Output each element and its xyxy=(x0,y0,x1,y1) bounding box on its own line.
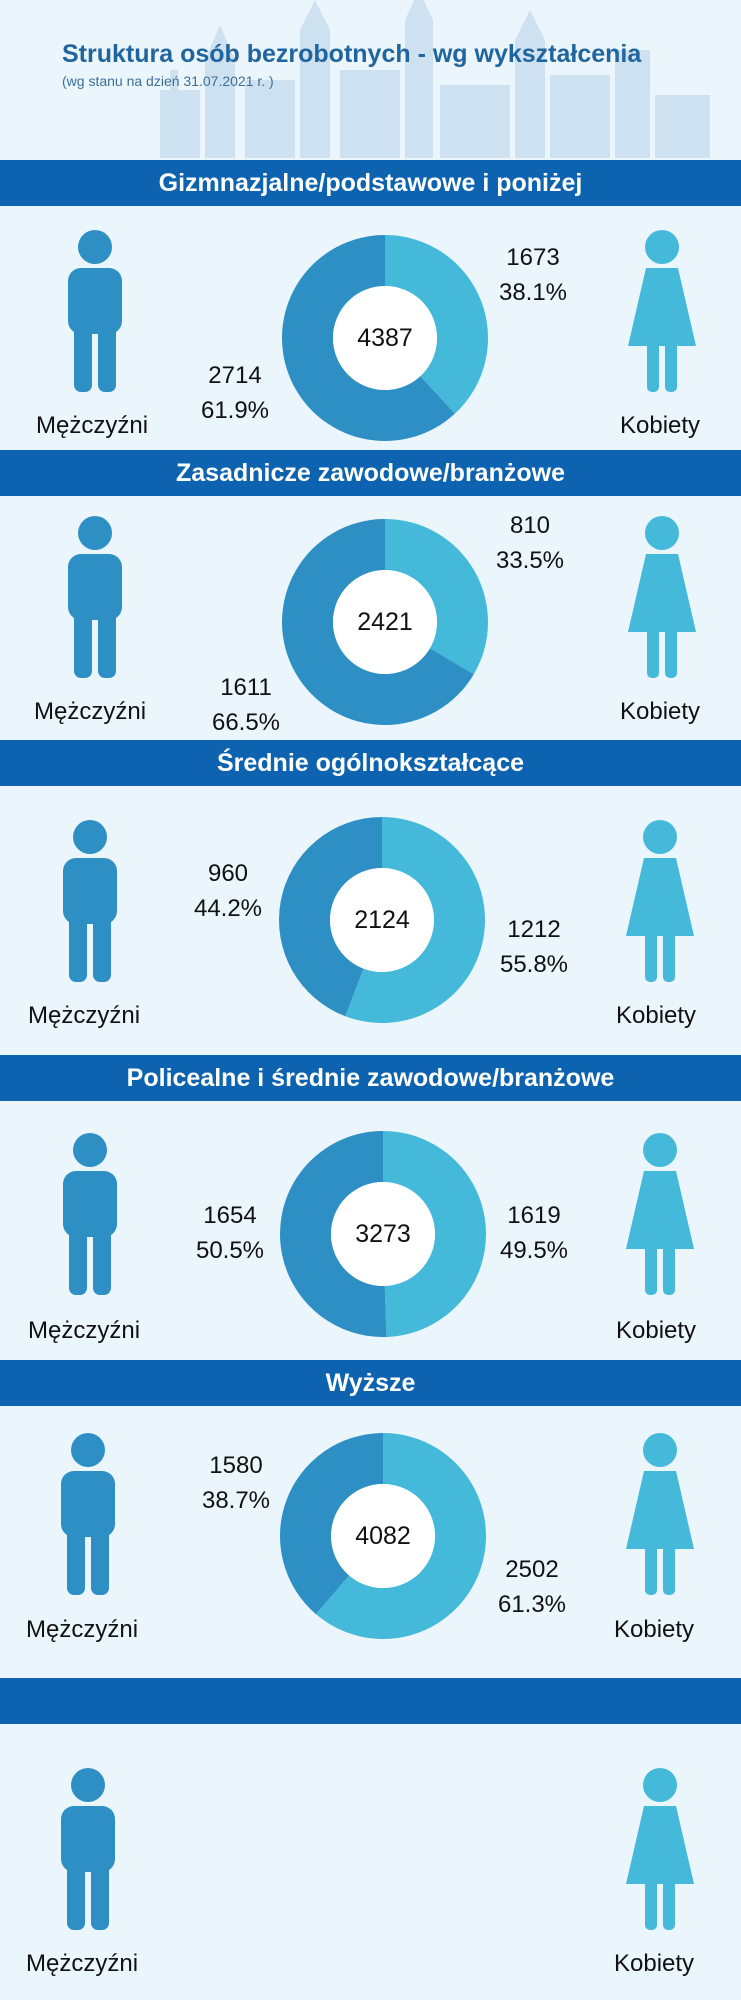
man-icon xyxy=(53,1768,123,1930)
men-stat: 960 44.2% xyxy=(178,856,278,926)
man-icon xyxy=(60,230,130,392)
women-count: 2502 xyxy=(505,1556,559,1583)
man-icon xyxy=(55,1133,125,1295)
men-count: 1611 xyxy=(220,674,272,701)
section-title: Zasadnicze zawodowe/branżowe xyxy=(0,450,741,496)
donut-slice-men xyxy=(280,1131,387,1337)
donut-chart xyxy=(282,235,488,441)
donut-slice-men xyxy=(282,235,455,441)
section-title: Średnie ogólnokształcące xyxy=(0,740,741,786)
men-stat: 1580 38.7% xyxy=(186,1448,286,1518)
donut-slice-men xyxy=(280,1433,383,1615)
men-label: Mężczyźni xyxy=(36,412,149,439)
donut-hole xyxy=(331,1182,435,1286)
section-srednie-ogolnoksztalcace: Średnie ogólnokształcące Mężczyźni Kobie… xyxy=(0,740,741,1060)
donut-hole xyxy=(330,868,434,972)
men-count: 1654 xyxy=(203,1202,257,1229)
city-skyline-decoration xyxy=(160,0,710,158)
donut-slice-women xyxy=(385,235,488,414)
men-count: 2714 xyxy=(208,362,262,389)
section-policealne: Policealne i średnie zawodowe/branżowe M… xyxy=(0,1055,741,1365)
women-label: Kobiety xyxy=(614,1616,695,1643)
section-title: Wyższe xyxy=(0,1360,741,1406)
men-stat: 1654 50.5% xyxy=(180,1198,280,1268)
man-icon xyxy=(53,1433,123,1595)
page-title: Struktura osób bezrobotnych - wg wykszta… xyxy=(62,40,642,68)
women-label: Kobiety xyxy=(620,698,701,725)
total-value: 2124 xyxy=(354,906,410,934)
women-stat: 1673 38.1% xyxy=(483,240,583,310)
men-stat: 1611 66.5% xyxy=(196,670,296,740)
man-icon xyxy=(55,820,125,982)
donut-slice-men xyxy=(281,519,474,725)
women-count: 1212 xyxy=(507,916,561,943)
men-percent: 44.2% xyxy=(193,895,263,922)
section-zasadnicze: Zasadnicze zawodowe/branżowe Mężczyźni K… xyxy=(0,450,741,745)
donut-chart xyxy=(280,1131,487,1337)
man-icon xyxy=(60,516,130,678)
men-percent: 66.5% xyxy=(211,709,281,736)
donut-hole xyxy=(333,286,437,390)
women-percent: 33.5% xyxy=(495,547,565,574)
women-label: Kobiety xyxy=(616,1002,697,1029)
header: Struktura osób bezrobotnych - wg wykszta… xyxy=(0,0,741,158)
woman-icon xyxy=(622,230,702,392)
section-wyzsze: Wyższe Mężczyźni Kobiety 2502 61.3% 1580 3… xyxy=(0,1360,741,1675)
woman-icon xyxy=(620,1133,700,1295)
donut-slice-women xyxy=(345,817,485,1023)
women-percent: 38.1% xyxy=(498,279,568,306)
men-label: Mężczyźni xyxy=(28,1002,141,1029)
section-empty: Mężczyźni Kobiety xyxy=(0,1678,741,2000)
total-value: 3273 xyxy=(355,1220,411,1248)
men-percent: 38.7% xyxy=(201,1487,271,1514)
woman-icon xyxy=(622,516,702,678)
men-percent: 61.9% xyxy=(200,397,270,424)
donut-chart xyxy=(281,519,488,725)
donut-slice-women xyxy=(315,1433,486,1639)
men-count: 1580 xyxy=(209,1452,263,1479)
men-label: Mężczyźni xyxy=(26,1616,139,1643)
women-stat: 810 33.5% xyxy=(480,508,580,578)
woman-icon xyxy=(620,820,700,982)
donut-chart xyxy=(279,817,485,1023)
donut-slice-women xyxy=(385,519,488,675)
women-count: 1619 xyxy=(507,1202,561,1229)
men-percent: 50.5% xyxy=(195,1237,265,1264)
men-label: Mężczyźni xyxy=(28,1317,141,1344)
men-count: 960 xyxy=(207,860,249,887)
donut-chart xyxy=(280,1433,486,1639)
page-subtitle: (wg stanu na dzień 31.07.2021 r. ) xyxy=(62,73,274,89)
women-count: 810 xyxy=(509,512,551,539)
section-title: Gizmnazjalne/podstawowe i poniżej xyxy=(0,160,741,206)
total-value: 2421 xyxy=(357,608,413,636)
section-title: Policealne i średnie zawodowe/branżowe xyxy=(0,1055,741,1101)
donut-hole xyxy=(333,570,437,674)
women-label: Kobiety xyxy=(614,1950,695,1977)
woman-icon xyxy=(620,1433,700,1595)
women-percent: 49.5% xyxy=(499,1237,569,1264)
women-percent: 61.3% xyxy=(497,1591,567,1618)
section-title xyxy=(0,1678,741,1724)
women-count: 1673 xyxy=(506,244,560,271)
men-stat: 2714 61.9% xyxy=(185,358,285,428)
donut-slice-men xyxy=(279,817,382,1017)
men-label: Mężczyźni xyxy=(34,698,147,725)
women-stat: 1212 55.8% xyxy=(484,912,584,982)
donut-hole xyxy=(331,1484,435,1588)
men-label: Mężczyźni xyxy=(26,1950,139,1977)
donut-slice-women xyxy=(383,1131,487,1337)
women-percent: 55.8% xyxy=(499,951,569,978)
women-stat: 2502 61.3% xyxy=(482,1552,582,1622)
total-value: 4387 xyxy=(357,324,413,352)
woman-icon xyxy=(620,1768,700,1930)
women-label: Kobiety xyxy=(620,412,701,439)
women-stat: 1619 49.5% xyxy=(484,1198,584,1268)
total-value: 4082 xyxy=(355,1522,411,1550)
section-gimnazjalne: Gizmnazjalne/podstawowe i poniżej Mężczy… xyxy=(0,160,741,460)
women-label: Kobiety xyxy=(616,1317,697,1344)
